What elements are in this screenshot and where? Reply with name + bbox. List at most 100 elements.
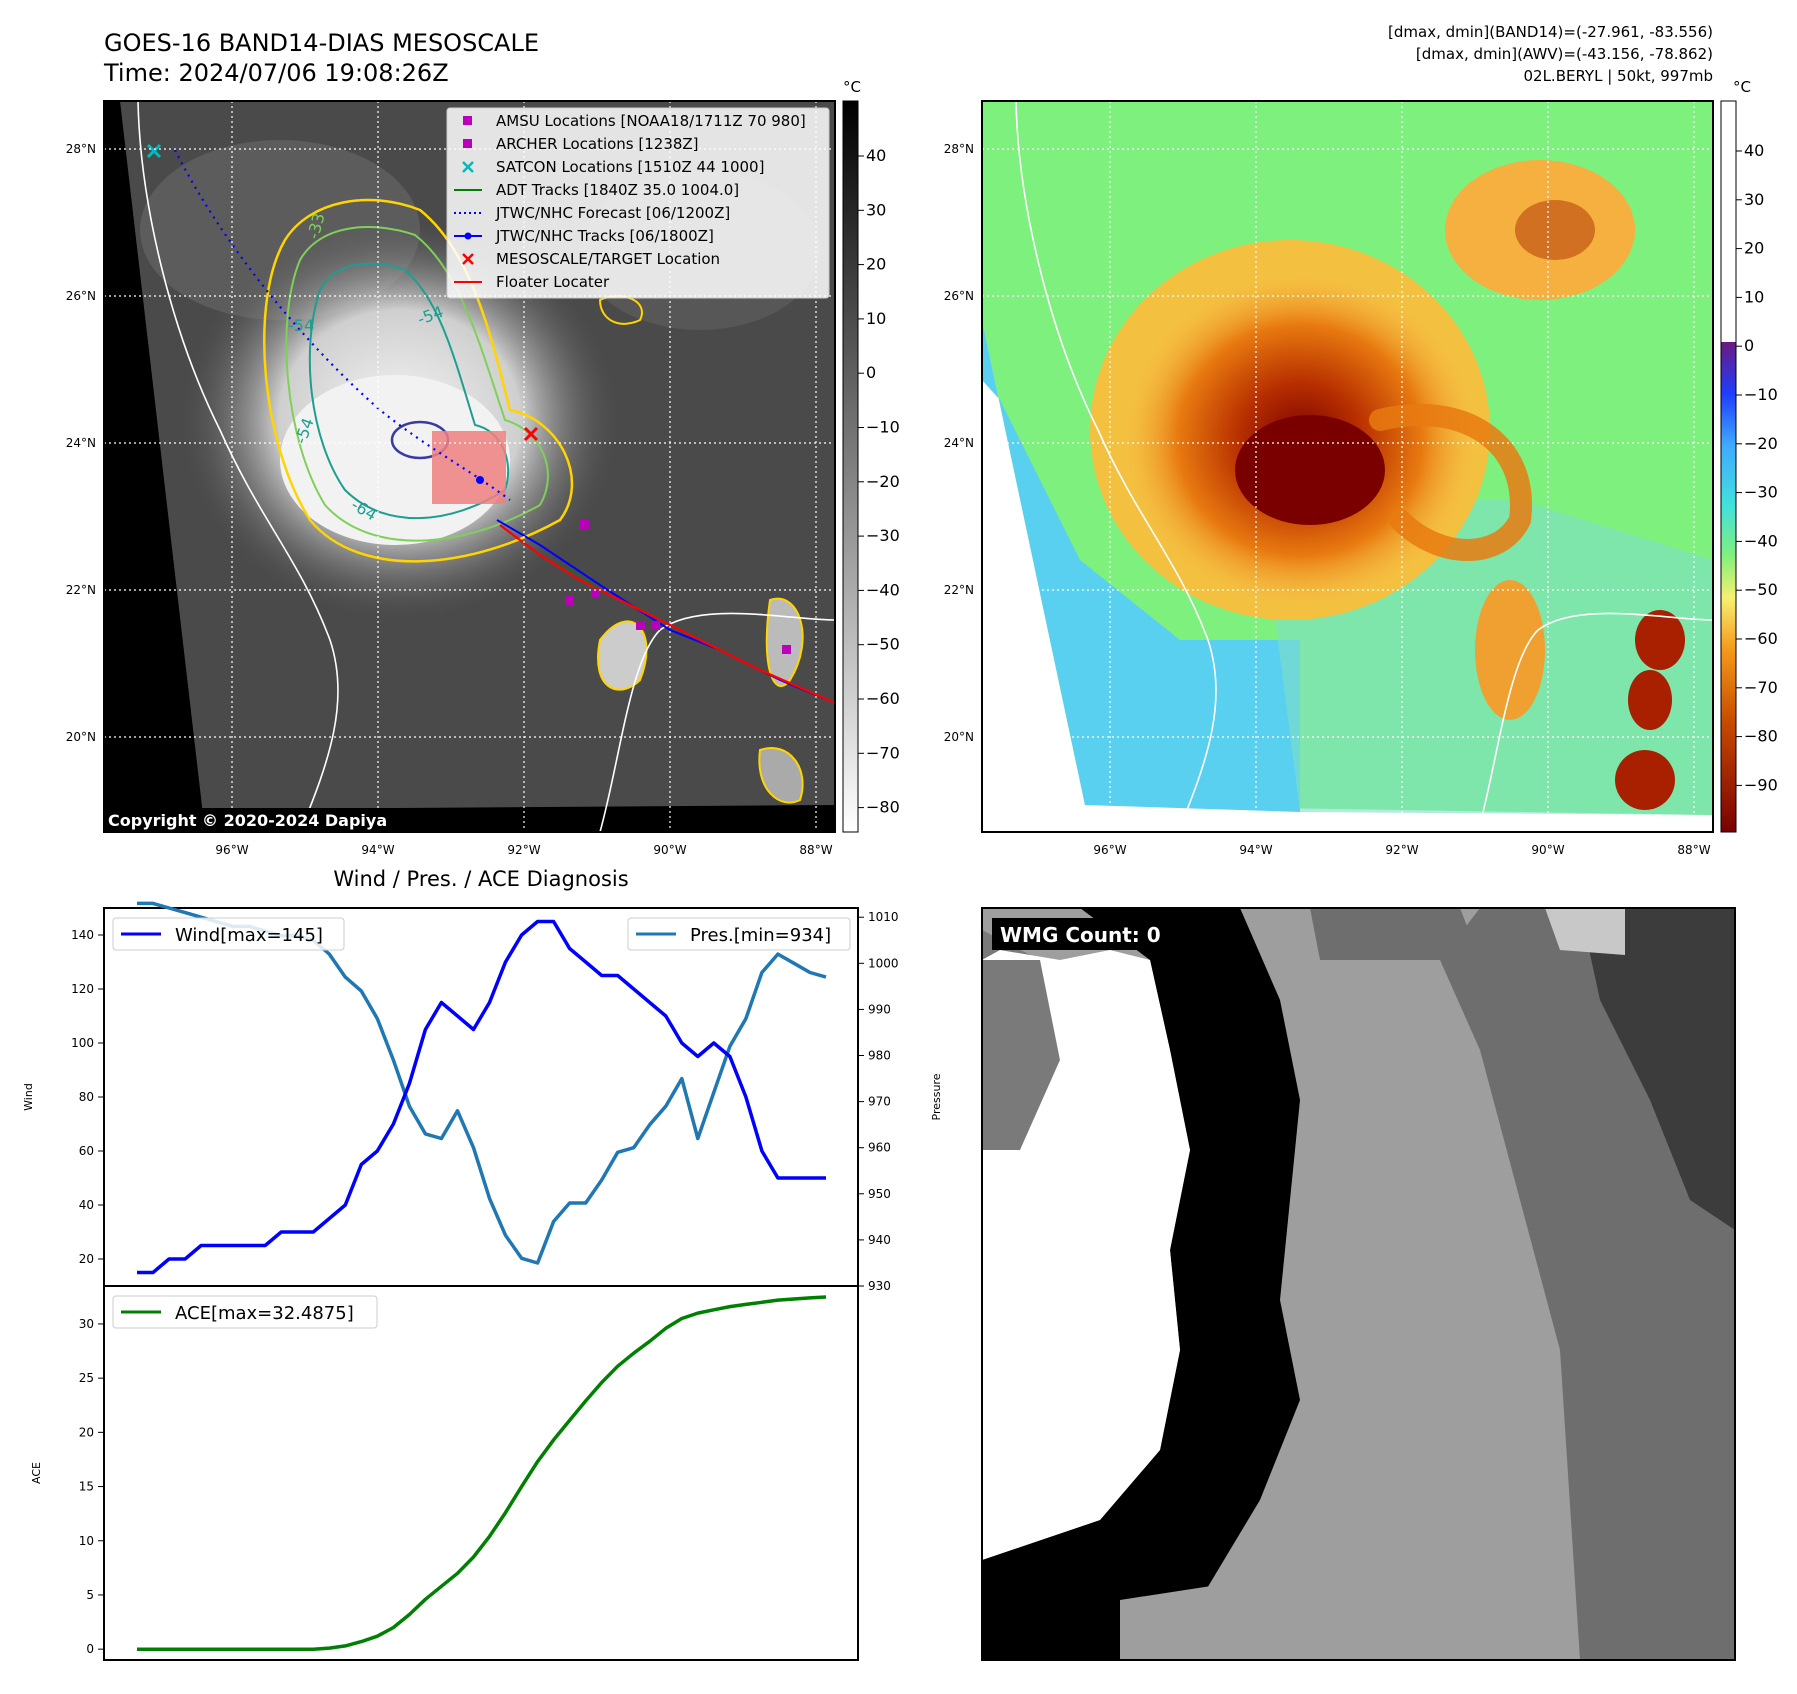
wind-legend: Wind[max=145]: [112, 917, 345, 951]
gray-tick-label: −50: [866, 635, 900, 654]
gray-colorbar: °C 40 30 20 10 0 −10 −20 −30 −40 −50 −60 −70 −80: [842, 78, 900, 833]
ir-lon-labels: 96°W 94°W 92°W 90°W 88°W: [215, 843, 832, 857]
awv-tick-label: −60: [1744, 629, 1778, 648]
lon-label: 88°W: [1677, 843, 1710, 857]
lon-label: 92°W: [1385, 843, 1418, 857]
ir-forecast-track: [174, 149, 511, 501]
awv-tick-label: −20: [1744, 434, 1778, 453]
legend-item: JTWC/NHC Forecast [06/1200Z]: [454, 204, 730, 222]
ace-tick-label: 25: [79, 1371, 94, 1385]
gray-colorbar-bar: [842, 100, 859, 833]
awv-tick-label: 20: [1744, 239, 1764, 258]
ace-legend-label: ACE[max=32.4875]: [175, 1303, 354, 1324]
lat-label: 26°N: [944, 289, 974, 303]
legend-label: SATCON Locations [1510Z 44 1000]: [496, 158, 764, 176]
pressure-tick-label: 930: [868, 1279, 891, 1293]
legend-item: ARCHER Locations [1238Z]: [463, 135, 699, 153]
ir-contour-outer: [263, 198, 574, 563]
wind-series-line: [137, 919, 826, 1275]
storm-info: 02L.BERYL | 50kt, 997mb: [1523, 67, 1713, 85]
wmg-region-light: [1545, 908, 1625, 955]
awv-map-panel: 28°N 26°N 24°N 22°N 20°N 96°W 94°W 92°W 90°W 88°…: [944, 100, 1714, 857]
legend-label: ARCHER Locations [1238Z]: [496, 135, 699, 153]
awv-tick-label: 30: [1744, 190, 1764, 209]
gray-tick-label: −40: [866, 580, 900, 599]
ace-tick-label: 15: [79, 1480, 94, 1494]
gray-tick-label: 0: [866, 363, 876, 382]
ir-nodata-left: [104, 101, 205, 832]
wind-tick-label: 100: [71, 1036, 94, 1050]
awv-tick-label: −80: [1744, 727, 1778, 746]
diagnosis-title: Wind / Pres. / ACE Diagnosis: [333, 867, 628, 891]
lat-label: 20°N: [944, 730, 974, 744]
gray-tick-label: 10: [866, 309, 886, 328]
wind-tick-label: 60: [79, 1144, 94, 1158]
gray-colorbar-unit: °C: [843, 78, 861, 96]
ir-floater-box: [432, 431, 506, 504]
wmg-region-black: [982, 908, 1300, 1660]
ace-tick-label: 5: [86, 1588, 94, 1602]
ir-lat-labels: 28°N 26°N 24°N 22°N 20°N: [66, 142, 96, 744]
awv-lat-labels: 28°N 26°N 24°N 22°N 20°N: [944, 142, 974, 744]
ace-legend: ACE[max=32.4875]: [112, 1295, 378, 1329]
wmg-label-box: [992, 918, 1174, 950]
awv-tick-label: 10: [1744, 287, 1764, 306]
gray-tick-label: −60: [866, 689, 900, 708]
ace-tick-label: 30: [79, 1317, 94, 1331]
legend-label: MESOSCALE/TARGET Location: [496, 250, 720, 268]
lat-label: 24°N: [66, 436, 96, 450]
ir-adt-track: [559, 564, 601, 591]
legend-item: JTWC/NHC Tracks [06/1800Z]: [454, 227, 714, 245]
ace-chart: ACE 0 5 10 15 20 25 30 ACE[max=32.4875]: [30, 1285, 859, 1661]
wind-pressure-chart: Wind Pressure 20 40 60 80 100 120 140 930 940 95…: [22, 901, 943, 1293]
pressure-legend: Pres.[min=934]: [627, 917, 851, 951]
lon-label: 92°W: [507, 843, 540, 857]
copyright-text: Copyright © 2020-2024 Dapiya: [108, 811, 387, 830]
ace-axis-label: ACE: [30, 1462, 43, 1484]
ir-track-point: [476, 476, 484, 484]
awv-gridlines: [982, 101, 1713, 832]
awv-cloud-south: [1475, 580, 1545, 720]
pressure-legend-label: Pres.[min=934]: [690, 925, 831, 946]
lat-label: 22°N: [944, 583, 974, 597]
gray-tick-label: −80: [866, 798, 900, 817]
lon-label: 90°W: [653, 843, 686, 857]
lon-label: 96°W: [1093, 843, 1126, 857]
lon-label: 94°W: [361, 843, 394, 857]
gray-tick-label: −30: [866, 526, 900, 545]
ace-tick-label: 0: [86, 1642, 94, 1656]
legend-item: MESOSCALE/TARGET Location: [462, 250, 720, 268]
ir-contour-inner: [308, 262, 510, 520]
awv-tick-label: 0: [1744, 336, 1754, 355]
legend-x-marker-b: [462, 161, 474, 173]
amsu-marker-2: [565, 596, 574, 605]
awv-tick-label: −10: [1744, 385, 1778, 404]
awv-lon-labels: 96°W 94°W 92°W 90°W 88°W: [1093, 843, 1710, 857]
ir-contour-mid: [285, 226, 549, 542]
awv-colorbar-ticks: 40 30 20 10 0 −10 −20 −30 −40 −50 −60 −70 −80 −90: [1736, 141, 1778, 794]
wmg-panel: WMG Count: 0: [981, 907, 1736, 1661]
legend-square-marker: [463, 116, 472, 125]
awv-storm-core: [1235, 415, 1385, 525]
ace-tick-label: 10: [79, 1534, 94, 1548]
band14-range: [dmax, dmin](BAND14)=(-27.961, -83.556): [1388, 23, 1713, 41]
contour-label-1: -54: [288, 316, 314, 335]
awv-cell-1: [1635, 610, 1685, 670]
pressure-tick-label: 1010: [868, 910, 899, 924]
wmg-count-label: WMG Count: 0: [1000, 923, 1161, 947]
awv-tick-label: 40: [1744, 141, 1764, 160]
ir-map-frame: [103, 100, 836, 833]
awv-coastline-west: [1015, 101, 1217, 832]
gray-tick-label: −20: [866, 472, 900, 491]
wind-tick-label: 40: [79, 1198, 94, 1212]
legend-item: ADT Tracks [1840Z 35.0 1004.0]: [454, 181, 739, 199]
copyright-box: [104, 808, 416, 832]
wmg-frame: [981, 907, 1736, 1661]
awv-map-frame: [981, 100, 1714, 833]
legend-label: JTWC/NHC Tracks [06/1800Z]: [495, 227, 714, 245]
lat-label: 26°N: [66, 289, 96, 303]
archer-marker-3: [782, 645, 791, 654]
pressure-ticks: 930 940 950 960 970 980 990 1000 1010: [858, 910, 899, 1293]
